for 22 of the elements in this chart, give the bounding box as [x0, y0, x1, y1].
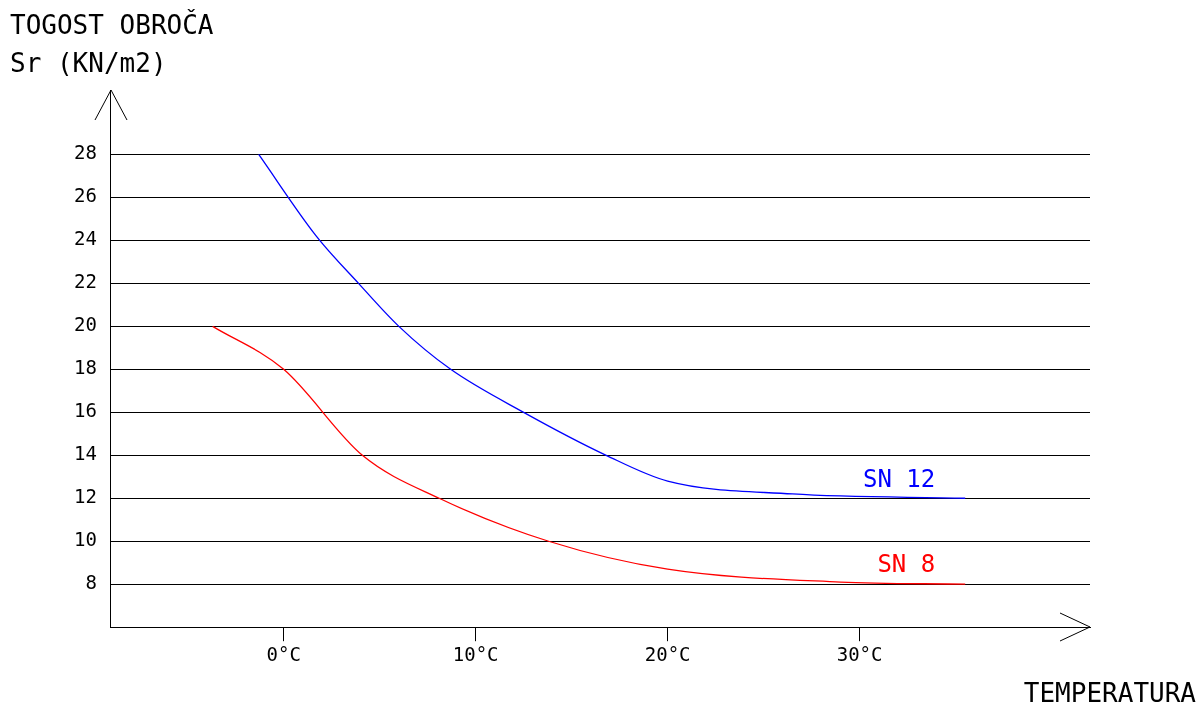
y-tick-label: 24	[73, 227, 97, 250]
y-tick-label: 8	[85, 571, 97, 594]
y-tick-label: 10	[73, 528, 97, 551]
x-tick-label: 30°C	[836, 642, 883, 665]
x-axis-title: TEMPERATURA	[1023, 678, 1196, 708]
line-series	[258, 153, 966, 499]
y-tick-label: 14	[73, 442, 97, 465]
y-axis-title: Sr (KN/m2)	[10, 48, 167, 78]
y-tick-label: 18	[73, 356, 97, 379]
y-tick-label: 26	[73, 184, 97, 207]
x-tick-label: 10°C	[452, 642, 499, 665]
line-series	[211, 325, 966, 585]
series-label: SN 8	[877, 550, 936, 579]
y-tick-label: 22	[73, 270, 97, 293]
y-tick-label: 28	[73, 141, 97, 164]
y-tick-label: 20	[73, 313, 97, 336]
chart-title: TOGOST OBROČA	[10, 10, 214, 40]
x-tick-label: 20°C	[644, 642, 691, 665]
y-tick-label: 12	[73, 485, 97, 508]
series-label: SN 12	[862, 464, 936, 493]
y-tick-label: 16	[73, 399, 97, 422]
x-tick-label: 0°C	[266, 642, 301, 665]
